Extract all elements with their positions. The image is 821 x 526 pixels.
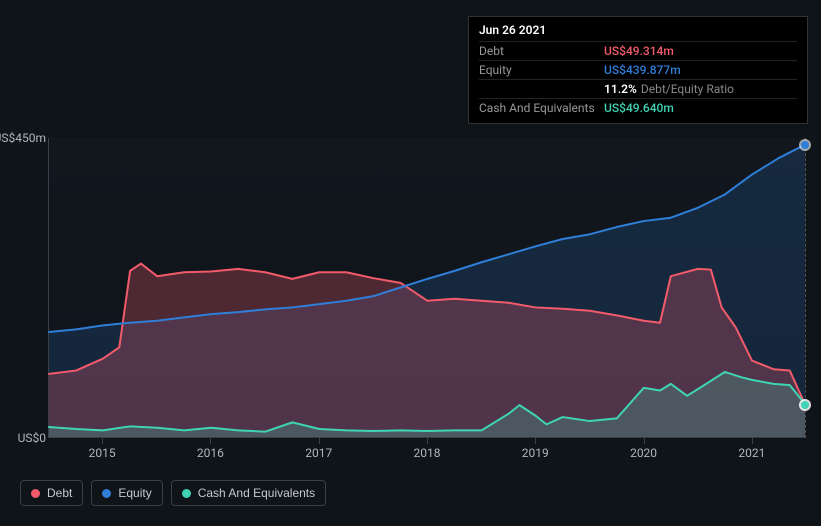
legend-item-debt[interactable]: Debt bbox=[20, 480, 83, 506]
debt-legend-dot-icon bbox=[31, 489, 40, 498]
hover-marker-line bbox=[805, 138, 806, 438]
chart-container: Jun 26 2021 DebtUS$49.314mEquityUS$439.8… bbox=[0, 0, 821, 526]
data-tooltip: Jun 26 2021 DebtUS$49.314mEquityUS$439.8… bbox=[468, 16, 808, 124]
x-axis-label: 2018 bbox=[414, 446, 441, 460]
tooltip-row: Cash And EquivalentsUS$49.640m bbox=[479, 98, 797, 117]
legend-label: Cash And Equivalents bbox=[198, 486, 315, 500]
x-axis-ticks: 2015 2016 2017 2018 2019 2020 2021 bbox=[48, 442, 806, 462]
tooltip-row: 11.2% Debt/Equity Ratio bbox=[479, 79, 797, 98]
marker-dot-equity bbox=[801, 141, 809, 149]
tooltip-row: EquityUS$439.877m bbox=[479, 60, 797, 79]
tooltip-value: US$439.877m bbox=[604, 63, 681, 77]
tooltip-date: Jun 26 2021 bbox=[479, 23, 797, 41]
x-axis-label: 2020 bbox=[630, 446, 657, 460]
tooltip-value: US$49.640m bbox=[604, 101, 674, 115]
chart-svg bbox=[49, 138, 806, 437]
x-axis-label: 2017 bbox=[305, 446, 332, 460]
marker-dot-cash bbox=[801, 401, 809, 409]
x-axis-label: 2016 bbox=[197, 446, 224, 460]
equity-legend-dot-icon bbox=[102, 489, 111, 498]
x-axis-label: 2019 bbox=[522, 446, 549, 460]
cash-legend-dot-icon bbox=[182, 489, 191, 498]
tooltip-label: Cash And Equivalents bbox=[479, 101, 604, 115]
tooltip-ratio-label: Debt/Equity Ratio bbox=[641, 82, 734, 96]
x-axis-label: 2015 bbox=[89, 446, 116, 460]
legend-item-equity[interactable]: Equity bbox=[91, 480, 162, 506]
tooltip-ratio-value: 11.2% bbox=[604, 82, 637, 96]
tooltip-label: Debt bbox=[479, 44, 604, 58]
tooltip-row: DebtUS$49.314m bbox=[479, 41, 797, 60]
x-axis-label: 2021 bbox=[738, 446, 765, 460]
legend-label: Debt bbox=[47, 486, 72, 500]
tooltip-value: US$49.314m bbox=[604, 44, 674, 58]
y-axis-label: US$0 bbox=[18, 431, 46, 445]
chart-legend: Debt Equity Cash And Equivalents bbox=[20, 480, 326, 506]
chart-plot-area[interactable] bbox=[48, 138, 806, 438]
legend-label: Equity bbox=[118, 486, 151, 500]
legend-item-cash[interactable]: Cash And Equivalents bbox=[171, 480, 326, 506]
y-axis-label: US$450m bbox=[0, 131, 46, 145]
tooltip-label: Equity bbox=[479, 63, 604, 77]
